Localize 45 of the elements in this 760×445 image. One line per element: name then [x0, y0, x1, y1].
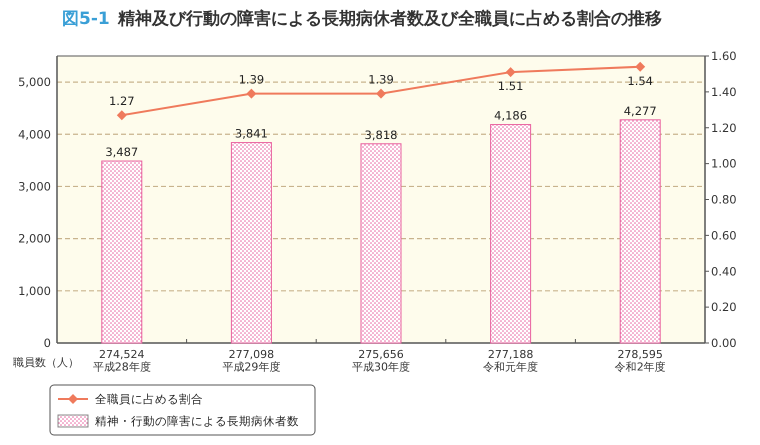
data-label: 3,487: [105, 145, 138, 160]
legend-label: 精神・行動の障害による長期病休者数: [95, 414, 299, 428]
bar: [230, 142, 272, 344]
y2-tick-label: 1.60: [711, 49, 737, 63]
y2-tick-label: 1.40: [711, 84, 737, 99]
data-label: 1.51: [498, 79, 524, 94]
data-label: 3,841: [234, 126, 268, 141]
legend-label: 全職員に占める割合: [95, 392, 203, 406]
data-label: 3,818: [364, 128, 398, 142]
y-tick-label: 0: [44, 336, 51, 350]
data-label: 1.54: [627, 74, 654, 88]
data-label: 4,277: [624, 104, 657, 118]
bar: [101, 160, 142, 344]
y-tick-label: 3,000: [18, 179, 51, 194]
bar: [620, 119, 661, 344]
point: [116, 110, 127, 120]
chart-title: 精神及び行動の障害による長期病休者数及び全職員に占める割合の推移: [117, 9, 662, 29]
data-label: 1.39: [238, 72, 264, 87]
bar: [490, 124, 532, 344]
x-tick-label: 277,098 平成29年度: [222, 348, 280, 374]
point: [246, 88, 256, 99]
data-label: 1.39: [368, 72, 394, 87]
x-tick-label: 277,188 令和元年度: [483, 348, 538, 374]
caption: 図5-1: [62, 9, 110, 29]
y2-tick-label: 0.20: [711, 300, 737, 314]
y-tick-label: 5,000: [18, 75, 51, 90]
y2-tick-label: 1.20: [711, 120, 737, 135]
y2-tick-label: 0.40: [711, 264, 737, 278]
y2-tick-label: 0.80: [711, 192, 737, 206]
x-tick-label: 274,524 平成28年度: [92, 348, 151, 374]
y-tick-label: 2,000: [18, 232, 51, 246]
y2-tick-label: 0.60: [711, 228, 737, 242]
y2-tick-label: 0.00: [711, 336, 737, 350]
point: [506, 67, 516, 78]
point: [376, 88, 386, 99]
x-tick-label: 278,595 令和2年度: [614, 348, 666, 374]
x-axis-title: 職員数（人）: [13, 356, 79, 369]
bar: [360, 143, 402, 344]
y-tick-label: 4,000: [18, 127, 51, 142]
data-label: 4,186: [494, 108, 528, 123]
x-tick-label: 275,656 平成30年度: [352, 348, 410, 374]
y-tick-label: 1,000: [18, 284, 51, 298]
y2-tick-label: 1.00: [711, 156, 737, 171]
point: [635, 62, 646, 72]
data-label: 1.27: [108, 94, 135, 108]
